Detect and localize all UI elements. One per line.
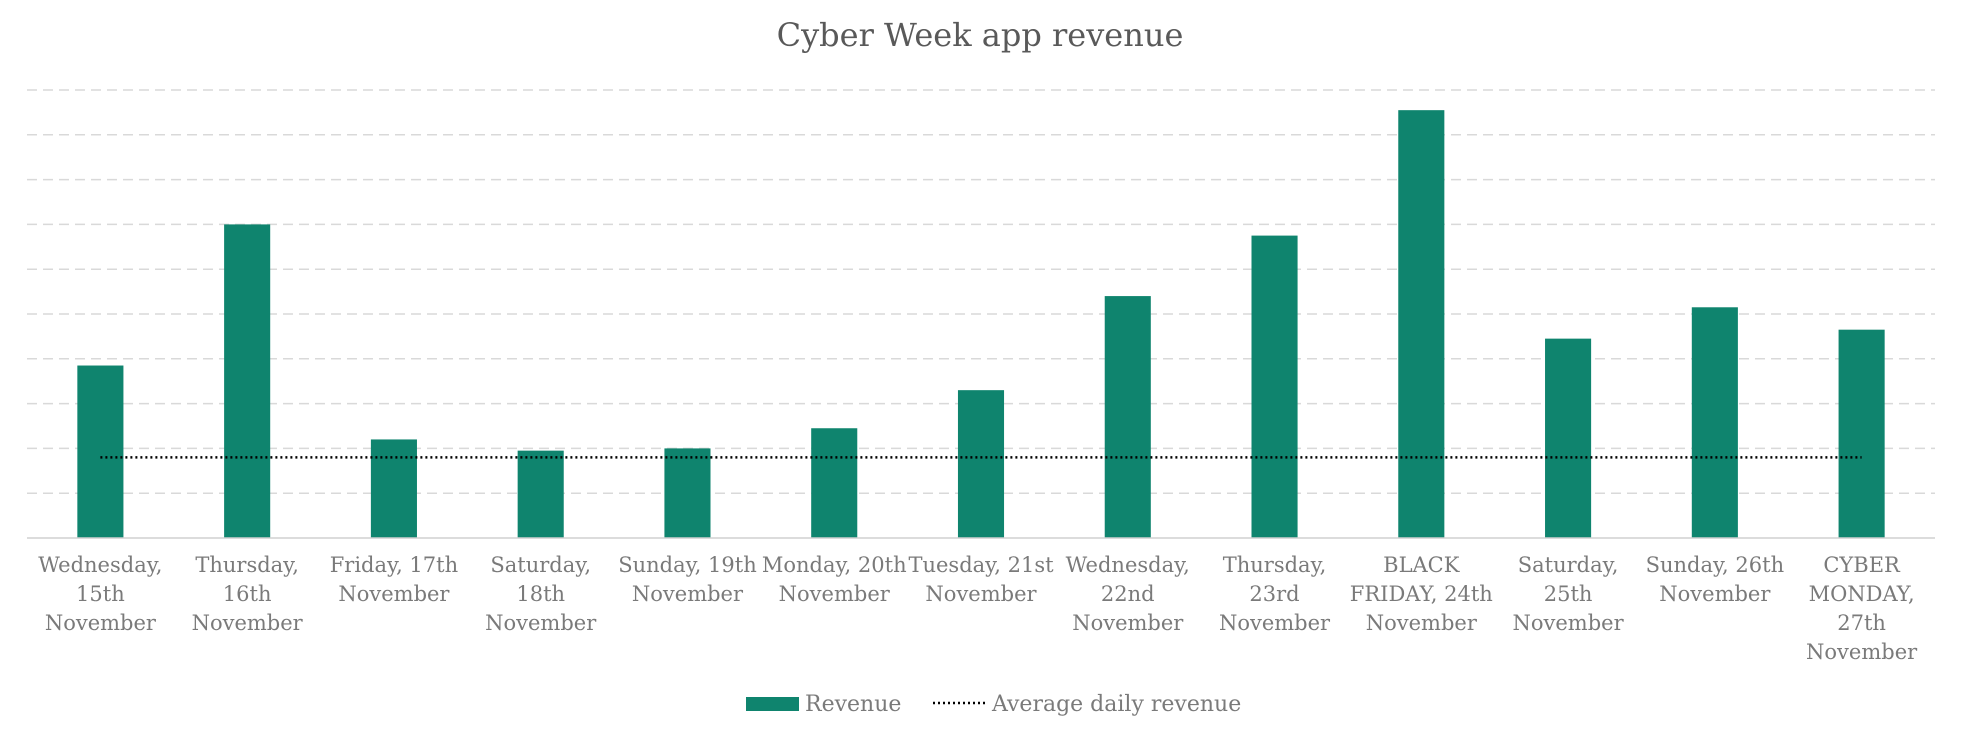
revenue-bar: [517, 450, 564, 538]
revenue-bar: [1545, 338, 1592, 538]
legend-average-label: Average daily revenue: [991, 692, 1241, 717]
revenue-bar: [1251, 235, 1298, 538]
x-tick-label: Sunday, 19th November: [618, 553, 757, 606]
legend-revenue-label: Revenue: [805, 692, 901, 717]
x-tick-label: Wednesday, 15th November: [38, 553, 162, 635]
legend-revenue-swatch: [746, 697, 799, 711]
gridlines: [27, 89, 1935, 494]
x-tick-label: Saturday, 18th November: [485, 553, 597, 635]
x-tick-label: Tuesday, 21st November: [908, 553, 1054, 606]
legend: Revenue Average daily revenue: [746, 692, 1241, 717]
x-tick-label: Friday, 17th November: [330, 553, 458, 606]
revenue-bar: [811, 428, 858, 538]
revenue-bars: [77, 110, 1885, 538]
revenue-bar: [664, 448, 711, 538]
revenue-bar: [370, 439, 417, 538]
x-tick-label: Monday, 20th November: [762, 553, 907, 606]
revenue-bar: [77, 365, 124, 538]
revenue-bar: [224, 224, 271, 538]
x-tick-label: CYBER MONDAY, 27th November: [1806, 553, 1918, 664]
revenue-bar: [1691, 307, 1738, 538]
chart-title: Cyber Week app revenue: [777, 16, 1184, 54]
revenue-bar: [1398, 110, 1445, 538]
x-tick-labels: Wednesday, 15th November Thursday, 16th Novem…: [38, 553, 1918, 664]
revenue-bar: [1104, 296, 1151, 538]
revenue-bar: [957, 390, 1005, 538]
x-tick-label: Wednesday, 22nd November: [1066, 553, 1190, 635]
x-tick-label: Thursday, 23rd November: [1219, 553, 1331, 635]
x-tick-label: Thursday, 16th November: [192, 553, 304, 635]
x-tick-label: Saturday, 25th November: [1513, 553, 1625, 635]
x-tick-label: BLACK FRIDAY, 24th November: [1350, 553, 1493, 635]
x-tick-label: Sunday, 26th November: [1646, 553, 1785, 606]
revenue-bar: [1838, 329, 1885, 538]
